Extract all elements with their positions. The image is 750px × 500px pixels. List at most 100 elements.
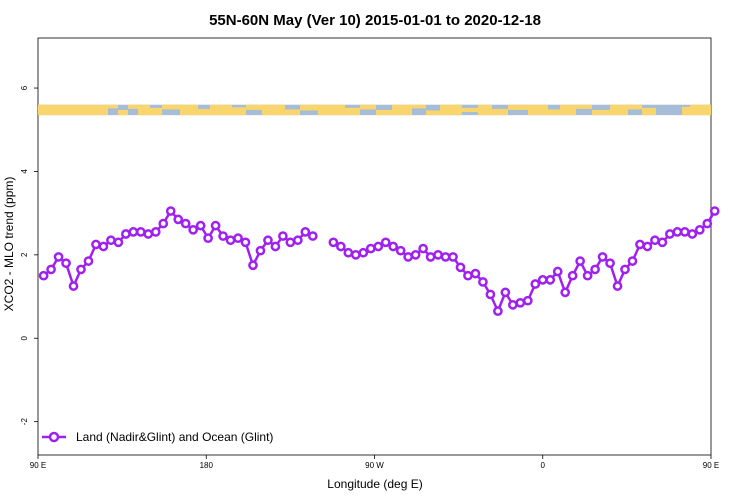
data-point [657, 237, 668, 248]
data-point [418, 243, 428, 254]
data-point [665, 229, 675, 239]
data-point [694, 224, 705, 235]
data-point [515, 297, 526, 308]
land-patch [376, 109, 392, 116]
y-tick-label: 4 [20, 169, 29, 174]
data-point [113, 237, 124, 248]
land-patch [610, 104, 628, 116]
data-point [612, 281, 623, 291]
data-point [240, 237, 251, 248]
data-point [255, 245, 266, 256]
x-axis-title: Longitude (deg E) [327, 477, 422, 491]
land-patch [198, 108, 210, 116]
land-patch [118, 109, 128, 116]
land-patch [138, 104, 150, 116]
data-point [522, 295, 533, 306]
land-patch [246, 104, 262, 110]
data-point [61, 258, 71, 269]
data-point [500, 287, 511, 298]
ocean-band [38, 104, 711, 116]
data-point [128, 227, 139, 237]
data-point [328, 237, 339, 248]
data-point [38, 270, 49, 281]
data-point [493, 306, 503, 316]
y-tick-label: -2 [20, 418, 29, 426]
data-point [395, 245, 406, 256]
data-point [203, 233, 213, 244]
land-patch [508, 104, 528, 110]
data-point [293, 235, 303, 246]
data-point [455, 262, 466, 273]
land-patch [412, 104, 426, 109]
data-point [121, 229, 131, 239]
land-patch [592, 109, 610, 116]
x-tick-label: 90 W [365, 461, 384, 470]
data-point [218, 231, 228, 241]
land-patch [210, 104, 232, 116]
data-point [188, 224, 199, 235]
land-patch [492, 108, 508, 116]
data-point [307, 231, 318, 241]
data-point [605, 258, 615, 269]
land-patch [150, 107, 162, 116]
data-point [679, 227, 690, 237]
chart-title: 55N-60N May (Ver 10) 2015-01-01 to 2020-… [209, 12, 541, 29]
data-point [343, 247, 354, 258]
land-patch [345, 107, 360, 116]
data-point [485, 289, 496, 300]
data-point [225, 235, 236, 246]
data-point [373, 241, 384, 252]
land-patch [462, 107, 478, 113]
y-axis: -2 0 2 4 6 [20, 85, 38, 425]
series-layer [38, 206, 720, 316]
data-point [210, 220, 221, 231]
data-point [143, 229, 154, 239]
legend-label: Land (Nadir&Glint) and Ocean (Glint) [76, 430, 273, 444]
x-axis: 90 E 180 90 W 0 90 E [30, 455, 719, 470]
data-point [642, 241, 653, 252]
data-point [388, 241, 399, 252]
land-patch [108, 104, 118, 109]
data-point [248, 260, 258, 271]
data-point [545, 275, 556, 285]
land-patch [300, 104, 318, 111]
series-line [332, 210, 716, 313]
data-point [410, 249, 421, 260]
land-patch [318, 104, 345, 116]
land-patch [285, 109, 300, 116]
data-point [180, 218, 191, 229]
data-point [709, 206, 720, 216]
data-point [233, 233, 243, 244]
data-point [620, 264, 630, 275]
land-patch [576, 104, 592, 109]
data-point [285, 237, 296, 248]
data-point [165, 206, 176, 216]
land-patch [528, 104, 548, 116]
data-point [350, 249, 361, 260]
land-patch [232, 107, 246, 116]
data-point [98, 241, 109, 252]
data-point [270, 241, 281, 252]
data-point [195, 220, 206, 231]
land-patch [560, 104, 576, 116]
land-patch [360, 104, 376, 110]
land-patch [548, 109, 560, 116]
data-point [433, 249, 443, 260]
y-tick-label: 0 [20, 335, 29, 340]
data-point [440, 252, 451, 262]
data-point [68, 281, 79, 291]
land-patch [392, 104, 412, 116]
data-point [560, 287, 571, 298]
data-point [590, 264, 600, 275]
data-point [478, 277, 488, 287]
data-point [106, 235, 116, 246]
data-point [76, 264, 86, 275]
data-point [300, 227, 311, 237]
land-patch [628, 104, 642, 110]
data-point [336, 241, 346, 252]
land-patch [38, 104, 108, 116]
data-point [263, 235, 273, 246]
legend: Land (Nadir&Glint) and Ocean (Glint) [42, 430, 273, 444]
legend-marker [48, 431, 60, 443]
